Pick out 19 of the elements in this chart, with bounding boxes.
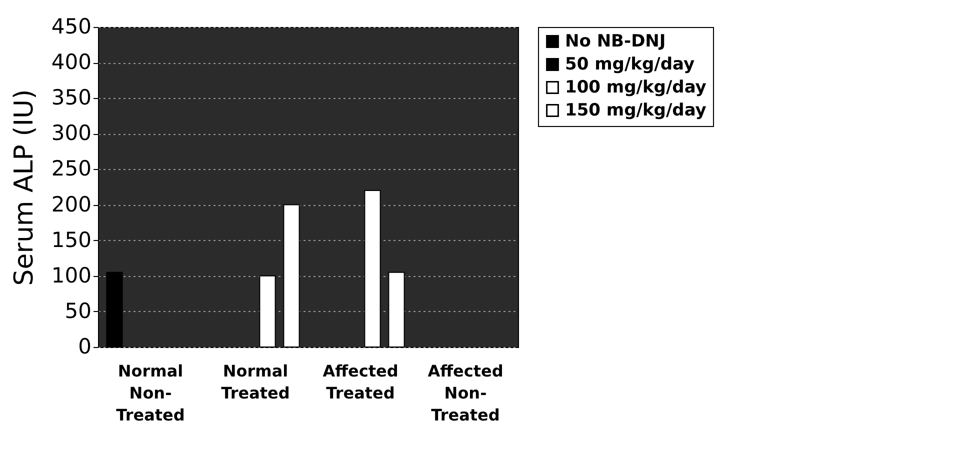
legend-label: No NB-DNJ: [565, 32, 666, 52]
y-tick-label: 50: [64, 298, 92, 323]
x-tick-label: Normal Non-Treated: [116, 362, 185, 424]
legend-label: 100 mg/kg/day: [565, 78, 706, 98]
x-tick-label: Normal Treated: [221, 362, 290, 402]
y-tick-label: 450: [51, 14, 92, 38]
x-tick-label: Affected Non-Treated: [428, 362, 504, 424]
y-tick-label: 300: [51, 121, 92, 146]
y-tick-label: 100: [51, 263, 92, 288]
y-tick-label: 150: [51, 228, 92, 252]
y-tick-label: 400: [51, 50, 92, 74]
x-tick-label: Affected Treated: [322, 362, 398, 402]
y-axis-title: Serum ALP (IU): [9, 89, 40, 286]
y-tick-label: 200: [51, 192, 92, 216]
y-tick-label: 350: [51, 86, 92, 110]
y-tick-label: 0: [78, 334, 92, 358]
legend-label: 150 mg/kg/day: [565, 100, 706, 120]
legend-label: 50 mg/kg/day: [565, 54, 695, 74]
y-tick-label: 250: [51, 156, 92, 181]
